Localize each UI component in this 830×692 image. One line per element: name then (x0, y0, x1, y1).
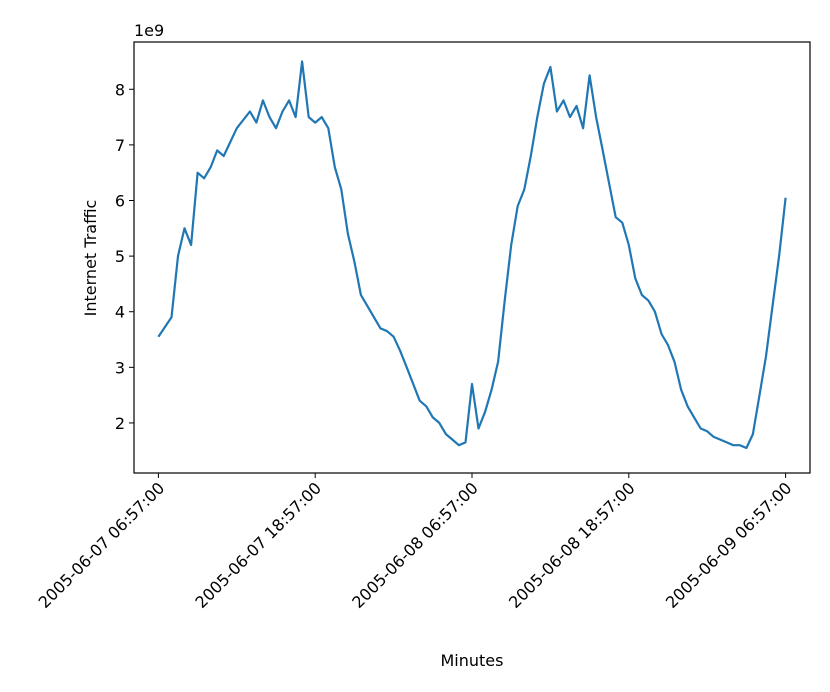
y-axis-label: Internet Traffic (81, 200, 100, 317)
series-line-0 (157, 60, 787, 450)
y-tick-label: 3 (115, 358, 125, 377)
y-tick-label: 8 (115, 80, 125, 99)
y-tick-label: 2 (115, 414, 125, 433)
y-tick-label: 4 (115, 303, 125, 322)
x-axis-label: Minutes (441, 651, 504, 670)
y-axis: 2 3 4 5 6 7 8 (115, 80, 134, 433)
plot-area (157, 60, 787, 450)
y-tick-label: 6 (115, 191, 125, 210)
y-tick-label: 5 (115, 247, 125, 266)
y-tick-label: 7 (115, 136, 125, 155)
y-offset-label: 1e9 (134, 21, 164, 40)
